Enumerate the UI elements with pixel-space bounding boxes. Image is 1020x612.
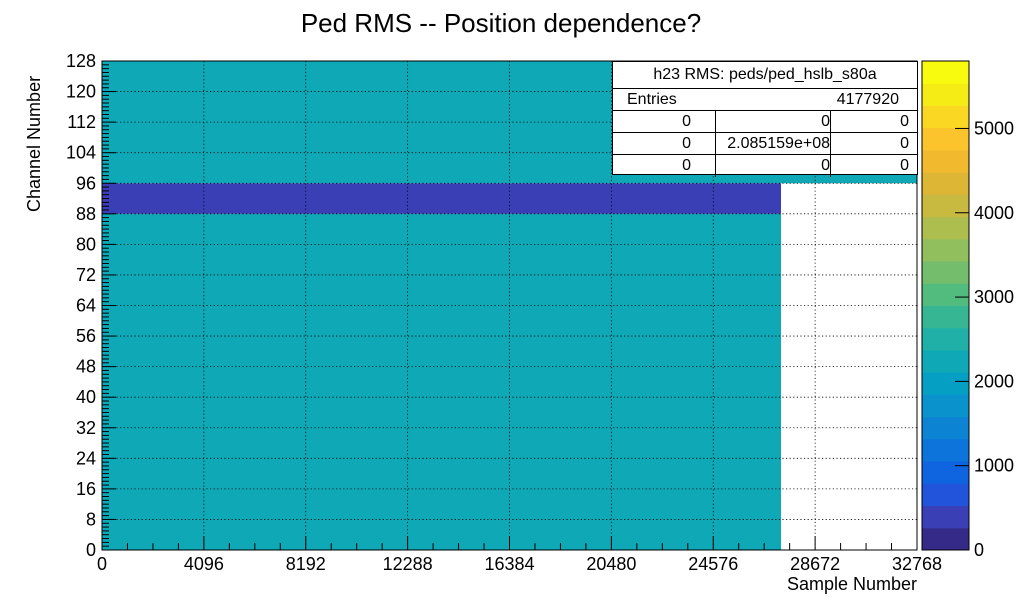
stats-cell: 0 — [900, 113, 909, 130]
y-tick-label: 72 — [76, 265, 96, 285]
stats-entries-row: Entries 4177920 — [613, 88, 917, 111]
stats-cell: 2.085159e+08 — [715, 133, 831, 155]
x-tick-label: 24576 — [688, 554, 738, 574]
colorbar-band — [922, 372, 969, 395]
y-tick-label: 80 — [76, 234, 96, 254]
heatmap-region — [102, 213, 782, 550]
colorbar-tick-label: 4000 — [974, 203, 1014, 223]
colorbar-band — [922, 149, 969, 173]
colorbar-band — [922, 83, 969, 106]
stats-cell: 0 — [715, 155, 831, 177]
stats-grid-row-1: 0 2.085159e+08 0 — [613, 132, 917, 155]
colorbar-band — [922, 283, 969, 306]
x-tick-label: 28672 — [790, 554, 840, 574]
y-tick-label: 0 — [86, 540, 96, 560]
colorbar-band — [922, 438, 969, 462]
colorbar-tick-label: 3000 — [974, 287, 1014, 307]
x-tick-label: 20480 — [586, 554, 636, 574]
y-tick-label: 8 — [86, 509, 96, 529]
colorbar-tick-label: 5000 — [974, 118, 1014, 138]
colorbar-band — [922, 483, 969, 507]
y-tick-label: 16 — [76, 479, 96, 499]
colorbar-tick-label: 1000 — [974, 456, 1014, 476]
y-tick-label: 24 — [76, 448, 96, 468]
x-axis-label: Sample Number — [787, 574, 917, 594]
colorbar-band — [922, 327, 969, 351]
y-tick-label: 56 — [76, 326, 96, 346]
y-tick-label: 120 — [66, 82, 96, 102]
colorbar-tick-label: 0 — [974, 540, 984, 560]
stats-cell: 0 — [682, 157, 691, 174]
chart-title: Ped RMS -- Position dependence? — [301, 8, 701, 38]
colorbar-band — [922, 194, 969, 218]
colorbar-band — [922, 238, 969, 262]
colorbar-band — [922, 461, 969, 484]
stats-title: h23 RMS: peds/ped_hslb_s80a — [653, 66, 877, 83]
colorbar-band — [922, 172, 969, 195]
y-tick-label: 48 — [76, 357, 96, 377]
stats-cell: 0 — [900, 157, 909, 174]
y-tick-label: 96 — [76, 173, 96, 193]
y-tick-label: 88 — [76, 204, 96, 224]
heatmap-region — [102, 183, 782, 214]
colorbar-frame — [921, 60, 970, 551]
colorbar-band — [922, 505, 969, 529]
colorbar-band — [922, 261, 969, 284]
stats-grid-row-2: 0 0 0 — [613, 154, 917, 177]
stats-cell: 0 — [900, 135, 909, 152]
x-tick-label: 4096 — [184, 554, 224, 574]
stats-cell: 0 — [682, 135, 691, 152]
colorbar-band — [922, 527, 969, 551]
colorbar-band — [922, 394, 969, 418]
x-tick-label: 0 — [97, 554, 107, 574]
colorbar-tick-label: 2000 — [974, 371, 1014, 391]
x-tick-label: 32768 — [892, 554, 942, 574]
stats-entries-value: 4177920 — [836, 91, 899, 108]
stats-box: h23 RMS: peds/ped_hslb_s80a Entries 4177… — [612, 61, 918, 177]
stats-cell: 0 — [682, 113, 691, 130]
x-tick-label: 16384 — [484, 554, 534, 574]
y-tick-label: 40 — [76, 387, 96, 407]
colorbar-band — [922, 127, 969, 151]
y-tick-label: 112 — [67, 112, 96, 132]
y-tick-label: 128 — [66, 51, 96, 71]
x-tick-label: 8192 — [286, 554, 326, 574]
y-tick-label: 32 — [76, 418, 96, 438]
y-tick-label: 104 — [66, 143, 96, 163]
colorbar-band — [922, 349, 969, 373]
y-tick-label: 64 — [76, 296, 96, 316]
colorbar-band — [922, 305, 969, 329]
colorbar-band — [922, 105, 969, 129]
y-axis-label: Channel Number — [24, 76, 44, 212]
stats-entries-label: Entries — [627, 91, 677, 108]
colorbar-band — [922, 61, 969, 84]
stats-grid-row-0: 0 0 0 — [613, 110, 917, 133]
x-tick-label: 12288 — [383, 554, 433, 574]
colorbar-band — [922, 416, 969, 440]
colorbar-band — [922, 216, 969, 240]
stats-cell: 0 — [715, 111, 831, 133]
